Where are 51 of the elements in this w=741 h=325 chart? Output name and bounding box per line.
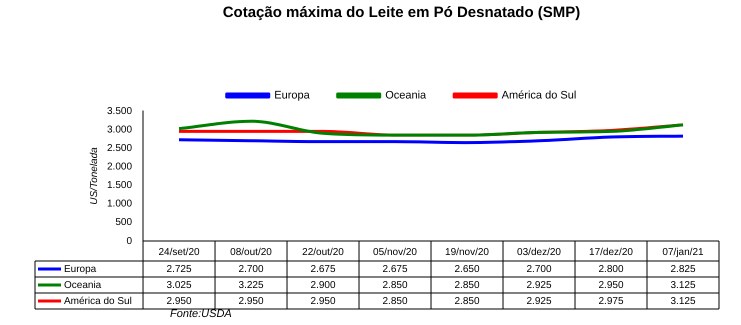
y-tick-label: 2.500: [106, 142, 132, 154]
data-label: 2.850: [382, 296, 408, 307]
data-label: 2.950: [238, 296, 264, 307]
data-label: 2.800: [598, 264, 624, 275]
x-tick-label: 24/set/20: [158, 246, 200, 258]
x-tick-label: 17/dez/20: [589, 246, 634, 258]
data-label: 3.125: [670, 296, 696, 307]
x-tick-label: 07/jan/21: [662, 246, 704, 258]
y-tick-label: 1.500: [106, 180, 132, 192]
data-label: 2.700: [526, 264, 552, 275]
x-tick-label: 22/out/20: [302, 246, 344, 258]
y-tick-label: 500: [115, 217, 132, 228]
data-label: 2.950: [598, 280, 624, 291]
x-tick-label: 05/nov/20: [373, 246, 418, 258]
legend-label: América do Sul: [502, 90, 576, 102]
data-label: 2.850: [382, 280, 408, 291]
data-label: 2.850: [454, 280, 480, 291]
data-label: 2.975: [598, 296, 624, 307]
data-label: 2.925: [526, 296, 552, 307]
data-label: 2.850: [454, 296, 480, 307]
text: América do Sul: [64, 296, 132, 307]
data-label: 2.675: [382, 264, 408, 275]
y-tick-label: 3.500: [106, 106, 132, 117]
data-label: 2.900: [310, 280, 336, 291]
data-label: 3.125: [670, 280, 696, 291]
data-label: 2.675: [310, 264, 336, 275]
data-label: 2.950: [310, 296, 336, 307]
line-series: [178, 134, 684, 144]
data-label: 3.025: [166, 280, 192, 291]
y-tick-label: 1.000: [106, 198, 132, 210]
y-tick-label: 0: [126, 236, 132, 247]
x-tick-label: 03/dez/20: [517, 246, 562, 258]
data-label: 2.700: [238, 264, 264, 275]
data-label: 2.950: [166, 296, 192, 307]
x-tick-label: 08/out/20: [230, 246, 272, 258]
data-label: 2.650: [454, 264, 480, 275]
legend-label: Europa: [274, 90, 311, 102]
text: Oceania: [64, 280, 102, 291]
text: Europa: [64, 264, 96, 275]
data-label: 2.725: [166, 264, 192, 275]
data-label: 2.825: [670, 264, 696, 275]
data-label: 3.225: [238, 280, 264, 291]
x-tick-label: 19/nov/20: [445, 246, 490, 258]
legend-label: Oceania: [385, 90, 428, 102]
y-tick-label: 2.000: [106, 161, 132, 172]
data-label: 2.925: [526, 280, 552, 291]
y-axis-title: US/Tonelada: [88, 146, 100, 205]
chart-title: Cotação máxima do Leite em Pó Desnatado (SMP): [222, 4, 580, 22]
y-tick-label: 3.000: [106, 124, 132, 136]
line-series: [178, 120, 684, 137]
source-note: Fonte:USDA: [170, 308, 232, 320]
